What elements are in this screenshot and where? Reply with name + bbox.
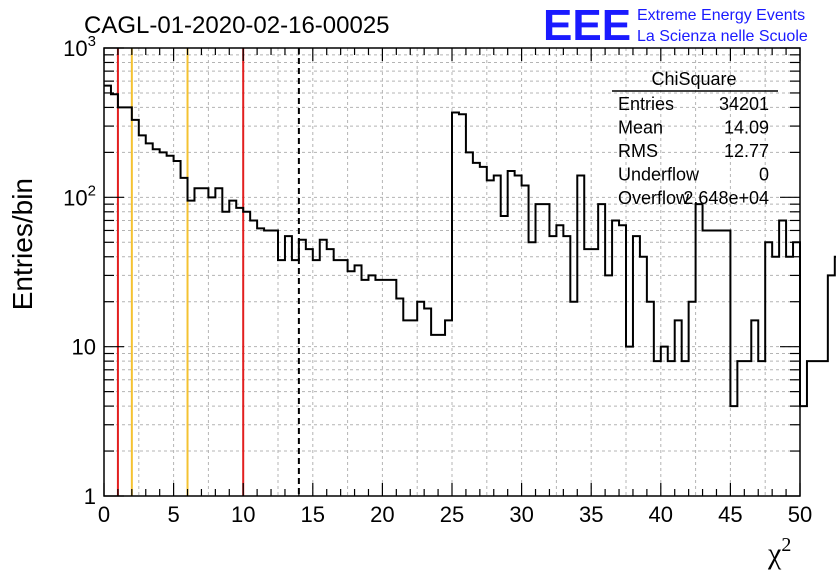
x-axis-label-sup: 2	[781, 534, 791, 556]
stats-label: Mean	[618, 118, 663, 138]
stats-value: 0	[759, 165, 769, 185]
y-tick-label: 1	[84, 484, 96, 509]
x-tick-label: 40	[649, 502, 673, 527]
x-tick-label: 20	[370, 502, 394, 527]
stats-box: ChiSquare Entries 34201 Mean 14.09 RMS 12.77 U…	[612, 69, 778, 208]
x-tick-label: 5	[167, 502, 179, 527]
y-tick-label: 102	[63, 182, 96, 210]
histogram-series	[104, 84, 836, 408]
stats-value: 2.648e+04	[683, 188, 769, 208]
logo-line2: La Scienza nelle Scuole	[637, 28, 808, 45]
y-tick-labels: 1 10 102 103	[63, 33, 96, 509]
marker-lines	[116, 48, 300, 496]
y-axis-label: Entries/bin	[7, 178, 38, 310]
stats-header: ChiSquare	[651, 69, 736, 89]
x-tick-label: 25	[440, 502, 464, 527]
y-tick-label: 10	[72, 335, 96, 360]
x-tick-label: 30	[509, 502, 533, 527]
stats-label: Entries	[618, 94, 674, 114]
x-axis-label: χ2	[767, 534, 791, 570]
stats-label: Underflow	[618, 165, 700, 185]
axis-ticks	[103, 47, 801, 497]
x-tick-label: 50	[788, 502, 812, 527]
logo-mark: EEE	[543, 1, 631, 50]
stats-label: Overflow	[618, 188, 690, 208]
stats-value: 34201	[719, 94, 769, 114]
x-tick-label: 0	[98, 502, 110, 527]
x-axis-label-main: χ	[767, 537, 782, 570]
x-tick-label: 10	[231, 502, 255, 527]
x-tick-label: 35	[579, 502, 603, 527]
stats-value: 12.77	[724, 141, 769, 161]
stats-label: RMS	[618, 141, 658, 161]
logo-line1: Extreme Energy Events	[637, 7, 805, 24]
x-tick-label: 15	[301, 502, 325, 527]
x-tick-labels: 0 5 10 15 20 25 30 35 40 45 50	[98, 502, 812, 527]
logo: EEE Extreme Energy Events La Scienza nel…	[543, 1, 808, 50]
x-tick-label: 45	[718, 502, 742, 527]
stats-value: 14.09	[724, 118, 769, 138]
y-tick-label: 103	[63, 33, 96, 61]
chart-title: CAGL-01-2020-02-16-00025	[84, 12, 390, 39]
